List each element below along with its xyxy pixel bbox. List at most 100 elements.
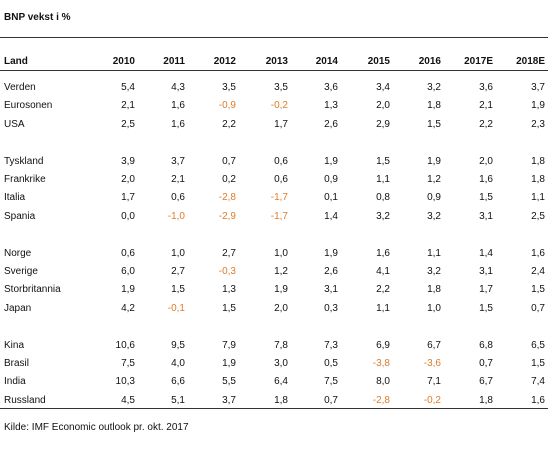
cell: 6,7 bbox=[479, 376, 493, 388]
cell: 0,9 bbox=[427, 192, 441, 204]
cell: 1,9 bbox=[427, 155, 441, 167]
cell: 1,9 bbox=[274, 284, 288, 296]
cell: 1,9 bbox=[531, 100, 545, 112]
cell: 1,7 bbox=[121, 192, 135, 204]
cell: 2,6 bbox=[324, 266, 338, 277]
cell: 2,2 bbox=[376, 284, 390, 296]
row-label: Sverige bbox=[4, 266, 38, 277]
cell: 8,0 bbox=[376, 376, 390, 388]
row-label: Storbritannia bbox=[4, 284, 61, 296]
cell: 3,9 bbox=[121, 155, 135, 167]
cell: 1,5 bbox=[531, 358, 545, 369]
rule bbox=[0, 70, 548, 71]
cell: 1,6 bbox=[479, 174, 493, 185]
cell: 1,5 bbox=[479, 192, 493, 204]
cell: 1,5 bbox=[479, 302, 493, 314]
cell: 3,0 bbox=[274, 358, 288, 369]
cell: 1,1 bbox=[376, 174, 390, 185]
cell: -0,2 bbox=[270, 100, 288, 112]
cell: -2,8 bbox=[218, 192, 236, 204]
cell: -2,9 bbox=[218, 210, 236, 222]
cell: 2,5 bbox=[531, 210, 545, 222]
cell: 1,0 bbox=[427, 302, 441, 314]
cell: -3,8 bbox=[372, 358, 390, 369]
cell: 4,5 bbox=[121, 394, 135, 406]
cell: 1,9 bbox=[222, 358, 236, 369]
cell: 7,4 bbox=[531, 376, 545, 388]
row-label: Frankrike bbox=[4, 174, 46, 185]
cell: 2,2 bbox=[479, 118, 493, 130]
cell: 3,4 bbox=[376, 82, 390, 93]
cell: 1,2 bbox=[427, 174, 441, 185]
row-label: USA bbox=[4, 118, 25, 130]
cell: -0,1 bbox=[167, 302, 185, 314]
cell: 3,5 bbox=[222, 82, 236, 93]
cell: 2,7 bbox=[171, 266, 185, 277]
cell: 1,9 bbox=[324, 247, 338, 259]
cell: 1,0 bbox=[171, 247, 185, 259]
row-label: Kina bbox=[4, 339, 25, 351]
cell: 3,6 bbox=[479, 82, 493, 93]
cell: 1,6 bbox=[376, 247, 390, 259]
cell: 1,1 bbox=[427, 247, 441, 259]
cell: 2,1 bbox=[479, 100, 493, 112]
cell: 2,1 bbox=[121, 100, 135, 112]
cell: 7,9 bbox=[222, 339, 236, 351]
column-header: Land bbox=[4, 56, 28, 67]
cell: 0,7 bbox=[479, 358, 493, 369]
cell: 1,3 bbox=[324, 100, 338, 112]
cell: 4,0 bbox=[171, 358, 185, 369]
cell: 6,0 bbox=[121, 266, 135, 277]
cell: -2,8 bbox=[372, 394, 390, 406]
cell: 2,6 bbox=[324, 118, 338, 130]
cell: 10,6 bbox=[115, 339, 135, 351]
cell: 5,5 bbox=[222, 376, 236, 388]
cell: 1,6 bbox=[531, 394, 545, 406]
row-label: Tyskland bbox=[4, 155, 44, 167]
column-header: 2015 bbox=[367, 56, 390, 67]
cell: 0,5 bbox=[324, 358, 338, 369]
cell: 1,4 bbox=[324, 210, 338, 222]
cell: 2,9 bbox=[376, 118, 390, 130]
row-label: Spania bbox=[4, 210, 36, 222]
row-label: Eurosonen bbox=[4, 100, 53, 112]
cell: 1,8 bbox=[427, 100, 441, 112]
cell: 5,4 bbox=[121, 82, 135, 93]
cell: 1,5 bbox=[222, 302, 236, 314]
column-header: 2017E bbox=[464, 56, 493, 67]
column-header: 2011 bbox=[163, 56, 185, 67]
cell: 3,7 bbox=[531, 82, 545, 93]
cell: 3,2 bbox=[376, 210, 390, 222]
cell: 1,5 bbox=[171, 284, 185, 296]
cell: 1,5 bbox=[427, 118, 441, 130]
cell: 4,1 bbox=[376, 266, 390, 277]
cell: 0,9 bbox=[324, 174, 338, 185]
column-header: 2016 bbox=[418, 56, 441, 67]
cell: 2,2 bbox=[222, 118, 236, 130]
cell: 0,0 bbox=[121, 210, 135, 222]
cell: 3,1 bbox=[479, 210, 493, 222]
cell: 2,0 bbox=[479, 155, 493, 167]
cell: 7,8 bbox=[274, 339, 288, 351]
cell: 0,6 bbox=[171, 192, 185, 204]
cell: 6,5 bbox=[531, 339, 545, 351]
cell: 2,0 bbox=[121, 174, 135, 185]
cell: 4,2 bbox=[121, 302, 135, 314]
column-header: 2018E bbox=[516, 56, 545, 67]
cell: 1,6 bbox=[531, 247, 545, 259]
cell: -0,2 bbox=[423, 394, 441, 406]
cell: 7,3 bbox=[324, 339, 338, 351]
cell: 0,1 bbox=[324, 192, 338, 204]
cell: 1,7 bbox=[479, 284, 493, 296]
cell: 7,5 bbox=[121, 358, 135, 369]
cell: 1,0 bbox=[274, 247, 288, 259]
cell: 6,6 bbox=[171, 376, 185, 388]
cell: 1,1 bbox=[376, 302, 390, 314]
cell: 1,8 bbox=[531, 174, 545, 185]
rule bbox=[0, 37, 548, 38]
title: BNP vekst i % bbox=[4, 12, 71, 23]
cell: 1,6 bbox=[171, 100, 185, 112]
column-header: 2013 bbox=[265, 56, 288, 67]
cell: 2,3 bbox=[531, 118, 545, 130]
